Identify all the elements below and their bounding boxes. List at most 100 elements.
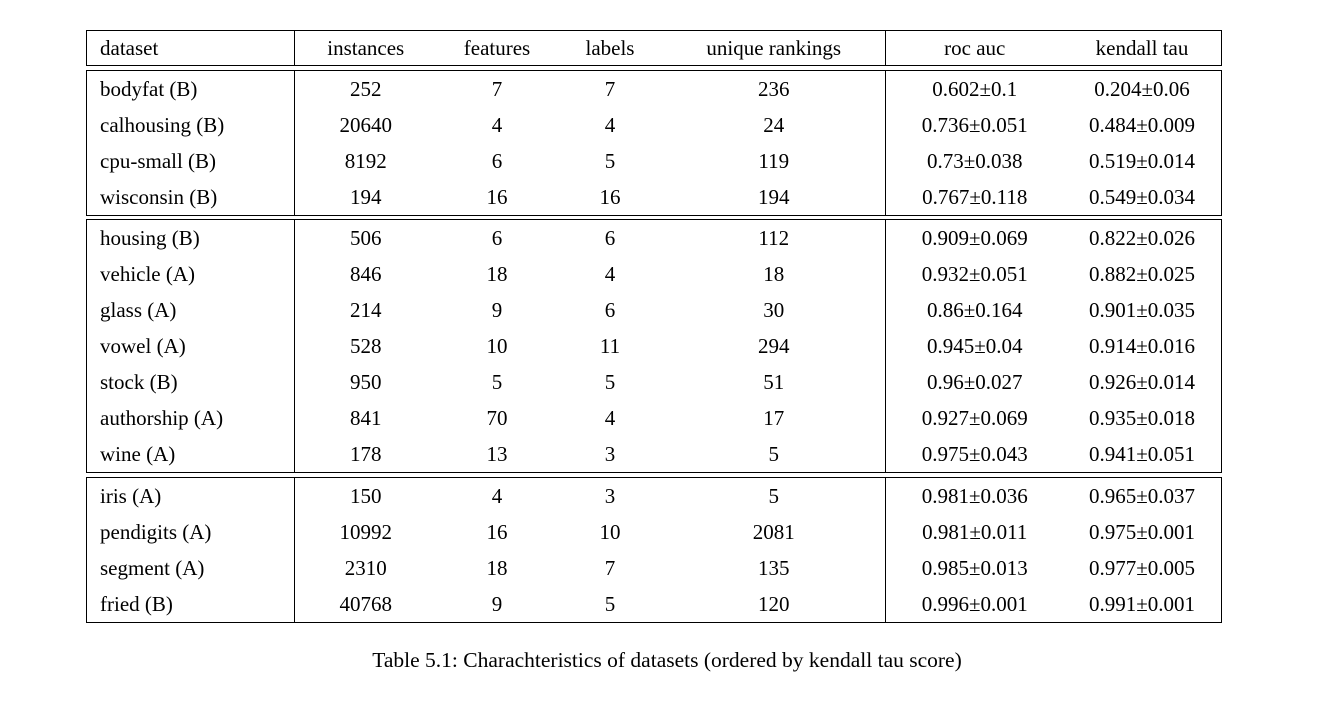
cell-roc-auc: 0.945±0.04 xyxy=(926,334,1023,358)
cell-roc-auc: 0.86±0.164 xyxy=(926,298,1023,322)
cell-dataset: authorship (A) xyxy=(87,400,295,436)
table-row: housing (B) 506 6 6 112 0.909±0.069 0.822±0.02… xyxy=(87,220,1220,256)
cell-features: 18 xyxy=(486,555,508,580)
cell-instances: 40768 xyxy=(339,591,393,616)
cell-features: 13 xyxy=(486,442,508,466)
cell-labels: 10 xyxy=(599,519,621,544)
cell-instances: 506 xyxy=(350,226,382,250)
cell-unique-rankings: 112 xyxy=(663,220,886,256)
table-caption: Table 5.1: Charachteristics of datasets … xyxy=(372,648,962,672)
cell-labels: 5 xyxy=(604,591,616,616)
cell-roc-auc: 0.767±0.118 xyxy=(922,184,1028,209)
cell-roc-auc: 0.985±0.013 xyxy=(921,555,1028,580)
cell-labels: 4 xyxy=(604,112,616,137)
cell-labels: 16 xyxy=(599,184,621,209)
cell-dataset: vowel (A) xyxy=(87,328,295,364)
cell-unique-rankings: 24 xyxy=(663,106,886,143)
table-row: vowel (A) 528 10 11 294 0.945±0.04 0.914±0.016 xyxy=(87,328,1220,364)
cell-kendall-tau: 0.519±0.014 xyxy=(1088,148,1196,173)
cell-roc-auc: 0.996±0.001 xyxy=(921,591,1028,616)
cell-unique-rankings: 135 xyxy=(663,549,886,586)
cell-unique-rankings: 119 xyxy=(663,142,886,179)
cell-unique-rankings: 2081 xyxy=(663,513,886,550)
cell-roc-auc: 0.736±0.051 xyxy=(921,112,1028,137)
cell-unique-rankings: 51 xyxy=(663,364,886,400)
cell-labels: 4 xyxy=(604,262,616,286)
cell-kendall-tau: 0.901±0.035 xyxy=(1088,298,1196,322)
cell-kendall-tau: 0.914±0.016 xyxy=(1088,334,1196,358)
cell-roc-auc: 0.981±0.011 xyxy=(922,519,1028,544)
cell-dataset: pendigits (A) xyxy=(87,513,295,550)
cell-instances: 950 xyxy=(350,370,382,394)
column-header-features: features xyxy=(463,36,531,60)
table-row: fried (B) 40768 9 5 120 0.996±0.001 0.991±0.00… xyxy=(87,585,1220,622)
cell-labels: 3 xyxy=(604,483,616,508)
table-group-bottom: iris (A) 150 4 3 5 0.981±0.036 0.965±0.037 pend… xyxy=(86,476,1222,623)
cell-roc-auc: 0.96±0.027 xyxy=(926,370,1023,394)
cell-dataset: wisconsin (B) xyxy=(87,178,295,215)
cell-roc-auc: 0.975±0.043 xyxy=(921,442,1028,466)
cell-labels: 11 xyxy=(599,334,621,358)
cell-labels: 5 xyxy=(604,148,616,173)
cell-unique-rankings: 194 xyxy=(663,178,886,215)
cell-features: 9 xyxy=(491,591,503,616)
table-row: wine (A) 178 13 3 5 0.975±0.043 0.941±0.051 xyxy=(87,436,1220,472)
cell-features: 10 xyxy=(486,334,508,358)
cell-kendall-tau: 0.977±0.005 xyxy=(1088,555,1196,580)
cell-features: 16 xyxy=(486,519,508,544)
table-row: bodyfat (B) 252 7 7 236 0.602±0.1 0.204±0.06 xyxy=(87,70,1220,107)
cell-instances: 150 xyxy=(350,483,382,508)
cell-kendall-tau: 0.484±0.009 xyxy=(1088,112,1196,137)
cell-unique-rankings: 294 xyxy=(663,328,886,364)
cell-dataset: fried (B) xyxy=(87,585,295,622)
cell-roc-auc: 0.927±0.069 xyxy=(921,406,1028,430)
cell-dataset: segment (A) xyxy=(87,549,295,586)
table-row: iris (A) 150 4 3 5 0.981±0.036 0.965±0.037 xyxy=(87,477,1220,514)
cell-features: 4 xyxy=(491,483,503,508)
column-header-unique-rankings: unique rankings xyxy=(663,31,886,65)
cell-labels: 5 xyxy=(604,370,616,394)
cell-roc-auc: 0.602±0.1 xyxy=(932,76,1018,101)
cell-instances: 528 xyxy=(350,334,382,358)
cell-features: 9 xyxy=(491,298,503,322)
table-row: stock (B) 950 5 5 51 0.96±0.027 0.926±0.014 xyxy=(87,364,1220,400)
table-group-top: bodyfat (B) 252 7 7 236 0.602±0.1 0.204±0.06 ca… xyxy=(86,69,1222,216)
cell-labels: 6 xyxy=(604,298,616,322)
cell-instances: 10992 xyxy=(339,519,393,544)
cell-features: 16 xyxy=(486,184,508,209)
cell-kendall-tau: 0.965±0.037 xyxy=(1088,483,1196,508)
header-row: dataset instances features labels unique ran… xyxy=(87,31,1220,65)
cell-labels: 3 xyxy=(604,442,616,466)
cell-unique-rankings: 5 xyxy=(663,436,886,472)
cell-dataset: iris (A) xyxy=(87,477,295,514)
cell-unique-rankings: 30 xyxy=(663,292,886,328)
cell-roc-auc: 0.73±0.038 xyxy=(926,148,1023,173)
cell-kendall-tau: 0.975±0.001 xyxy=(1088,519,1196,544)
table-row: glass (A) 214 9 6 30 0.86±0.164 0.901±0.035 xyxy=(87,292,1220,328)
cell-labels: 7 xyxy=(604,555,616,580)
cell-instances: 252 xyxy=(350,76,382,101)
column-header-roc-auc: roc auc xyxy=(944,36,1006,60)
cell-dataset: cpu-small (B) xyxy=(87,142,295,179)
cell-kendall-tau: 0.935±0.018 xyxy=(1088,406,1196,430)
cell-instances: 8192 xyxy=(344,148,387,173)
cell-dataset: wine (A) xyxy=(87,436,295,472)
column-header-kendall-tau: kendall tau xyxy=(1095,36,1189,60)
cell-roc-auc: 0.932±0.051 xyxy=(921,262,1028,286)
cell-instances: 841 xyxy=(350,406,382,430)
cell-dataset: vehicle (A) xyxy=(87,256,295,292)
table-row: pendigits (A) 10992 16 10 2081 0.981±0.011 0.9… xyxy=(87,513,1220,550)
cell-instances: 2310 xyxy=(344,555,387,580)
cell-features: 4 xyxy=(491,112,503,137)
table-row: cpu-small (B) 8192 6 5 119 0.73±0.038 0.519±0.… xyxy=(87,142,1220,179)
cell-labels: 4 xyxy=(604,406,616,430)
cell-features: 7 xyxy=(491,76,503,101)
cell-kendall-tau: 0.204±0.06 xyxy=(1094,76,1190,101)
datasets-table: dataset instances features labels unique ran… xyxy=(86,30,1222,623)
table-row: segment (A) 2310 18 7 135 0.985±0.013 0.977±0.… xyxy=(87,549,1220,586)
cell-kendall-tau: 0.941±0.051 xyxy=(1088,442,1196,466)
cell-dataset: housing (B) xyxy=(87,220,295,256)
cell-instances: 846 xyxy=(350,262,382,286)
cell-instances: 194 xyxy=(350,184,382,209)
